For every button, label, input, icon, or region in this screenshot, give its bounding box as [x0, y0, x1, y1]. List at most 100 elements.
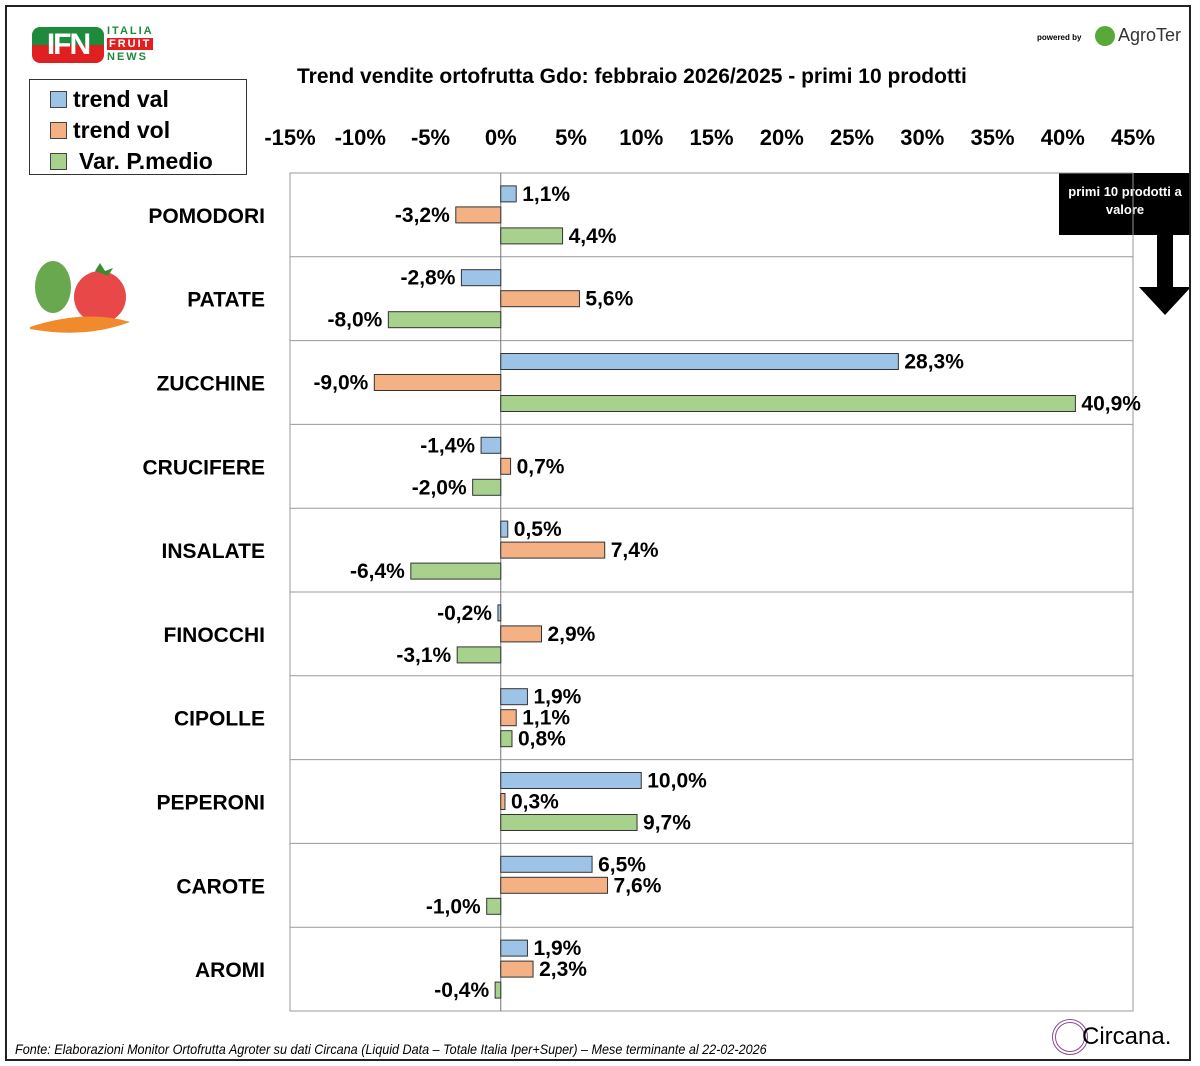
legend-swatch	[50, 91, 67, 108]
category-label: CAROTE	[176, 875, 265, 898]
bar-trend-vol	[500, 793, 506, 810]
category-label: FINOCCHI	[164, 624, 266, 647]
x-tick-label: -15%	[264, 125, 315, 150]
agroter-text: AgroTer	[1118, 25, 1182, 45]
data-label: -2,8%	[401, 267, 456, 290]
category-label: INSALATE	[162, 540, 265, 563]
data-label: 0,3%	[511, 791, 559, 814]
data-label: -3,1%	[396, 644, 451, 667]
x-tick-label: 10%	[619, 125, 663, 150]
data-label: -6,4%	[350, 560, 405, 583]
data-label: 0,8%	[518, 728, 566, 751]
powered-by: powered by	[1037, 33, 1082, 42]
x-tick-label: 15%	[689, 125, 733, 150]
bar-var-p-medio	[500, 730, 513, 748]
data-label: 10,0%	[647, 770, 707, 793]
bar-trend-val	[500, 939, 528, 957]
bar-trend-vol	[500, 457, 512, 475]
bar-trend-vol	[500, 625, 542, 643]
bar-trend-vol	[500, 541, 606, 559]
legend-item: trend vol	[50, 117, 170, 144]
ifn-logo-mark: IFN	[32, 27, 104, 63]
chart-title: Trend vendite ortofrutta Gdo: febbraio 2…	[297, 65, 967, 88]
callout-box: primi 10 prodotti a valore	[1059, 173, 1189, 235]
logo-news: NEWS	[107, 51, 148, 63]
data-label: 40,9%	[1081, 393, 1141, 416]
bar-var-p-medio	[500, 814, 638, 831]
bar-trend-vol	[500, 876, 609, 894]
x-tick-label: 20%	[760, 125, 804, 150]
bar-trend-val	[460, 269, 502, 287]
logo-italia: ITALIA	[107, 25, 154, 37]
data-label: 1,9%	[533, 686, 581, 709]
bar-trend-val	[500, 185, 517, 203]
legend: trend val trend vol Var. P.medio	[29, 79, 247, 175]
x-tick-label: 35%	[970, 125, 1014, 150]
data-label: -9,0%	[313, 372, 368, 395]
bar-trend-val	[500, 688, 528, 706]
x-tick-label: 25%	[830, 125, 874, 150]
circana-logo: Circana.	[1052, 1019, 1171, 1055]
data-label: 6,5%	[598, 853, 646, 876]
bar-trend-val	[500, 353, 899, 370]
legend-swatch	[50, 153, 67, 170]
x-tick-label: 5%	[555, 125, 587, 150]
legend-label: trend val	[73, 86, 169, 112]
legend-item: trend val	[50, 86, 169, 113]
bar-trend-val	[480, 436, 502, 454]
data-label: -3,2%	[395, 204, 450, 227]
legend-swatch	[50, 122, 67, 139]
data-label: 7,4%	[611, 539, 659, 562]
data-label: -8,0%	[327, 309, 382, 332]
data-label: -0,4%	[434, 979, 489, 1002]
x-tick-label: -5%	[411, 125, 450, 150]
data-label: -1,0%	[426, 895, 481, 918]
x-tick-label: 0%	[485, 125, 517, 150]
veggie-illustration	[30, 261, 130, 333]
x-tick-label: -10%	[335, 125, 386, 150]
logo-fruit: FRUIT	[107, 38, 154, 50]
x-tick-label: 45%	[1111, 125, 1155, 150]
data-label: 1,9%	[533, 937, 581, 960]
bar-var-p-medio	[472, 478, 502, 496]
data-label: 1,1%	[522, 707, 570, 730]
circana-icon	[1052, 1019, 1088, 1055]
bar-trend-val	[497, 604, 502, 622]
category-label: AROMI	[195, 959, 265, 982]
data-label: 2,9%	[547, 623, 595, 646]
legend-label: Var. P.medio	[79, 148, 213, 174]
data-label: 0,7%	[517, 455, 565, 478]
data-label: -2,0%	[412, 476, 467, 499]
bar-chart: -15% -10% -5% 0% 5% 10% 15% 20% 25% 30% 35% 40% 45% P…	[30, 125, 1189, 1012]
bar-var-p-medio	[500, 227, 564, 245]
data-label: 9,7%	[643, 812, 691, 835]
tree-icon	[1095, 25, 1115, 46]
data-label: 5,6%	[585, 288, 633, 311]
x-tick-label: 30%	[900, 125, 944, 150]
category-label: CIPOLLE	[174, 708, 265, 731]
data-label: 28,3%	[904, 351, 964, 374]
category-label: POMODORI	[148, 205, 265, 228]
bar-var-p-medio	[410, 562, 502, 580]
data-label: -0,2%	[437, 602, 492, 625]
data-label: 7,6%	[614, 874, 662, 897]
data-label: 4,4%	[569, 225, 617, 248]
bar-trend-vol	[373, 374, 502, 391]
data-label: 1,1%	[522, 183, 570, 206]
circana-text: Circana.	[1082, 1023, 1172, 1050]
bar-var-p-medio	[387, 311, 502, 329]
bar-trend-val	[500, 855, 593, 873]
bar-var-p-medio	[456, 646, 502, 664]
agroter-logo: AgroTer	[1095, 25, 1181, 46]
down-arrow-icon	[1139, 229, 1189, 315]
bar-trend-vol	[455, 206, 502, 224]
bar-var-p-medio	[486, 897, 502, 915]
bar-trend-val	[500, 520, 509, 538]
category-label: ZUCCHINE	[157, 373, 266, 396]
data-label: 2,3%	[539, 958, 587, 981]
bar-var-p-medio	[500, 395, 1076, 412]
bar-trend-val	[500, 772, 642, 789]
data-label: -1,4%	[420, 434, 475, 457]
category-label: PEPERONI	[156, 792, 265, 815]
category-label: PATATE	[187, 289, 265, 312]
